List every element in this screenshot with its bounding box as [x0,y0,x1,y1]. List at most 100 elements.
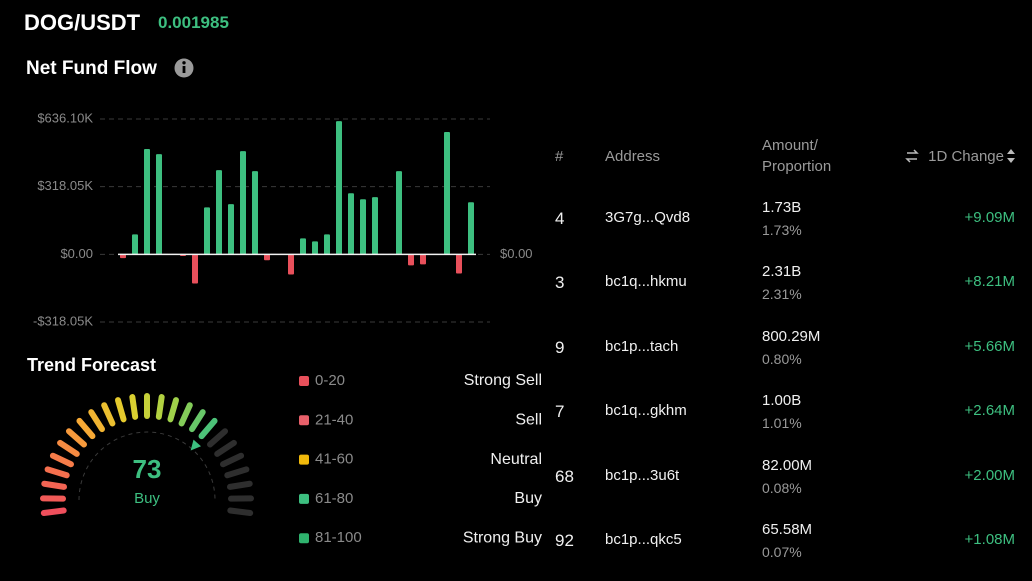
bar [420,254,426,265]
y-tick-label: $636.10K [37,110,93,125]
gauge-segment [178,402,193,427]
gauge-segment [189,409,206,433]
change: +5.66M [964,337,1015,355]
bar [396,171,402,255]
bar [204,207,210,255]
bar [288,254,294,275]
bar [240,151,246,255]
pair-title: DOG/USDT [24,10,141,35]
gauge-segment [207,428,229,448]
gauge-segment [114,397,127,423]
bar [132,234,138,255]
info-icon-stem [182,66,186,73]
gauge-segment [41,480,68,490]
gauge-segment [40,507,67,517]
change: +1.08M [964,531,1015,548]
legend-range: 21-40 [315,411,353,428]
column-header: Address [605,148,661,165]
gauge-segment [167,397,180,423]
column-header[interactable]: 1D Change [928,148,1004,165]
bar [300,238,306,255]
proportion: 1.01% [762,415,802,432]
amount: 65.58M [762,521,813,538]
gauge-segment [155,394,165,420]
legend-range: 41-60 [315,451,353,468]
legend-label: Buy [514,490,542,507]
gauge-segment [224,466,250,479]
order-icon [1007,149,1015,163]
section-title: Trend Forecast [27,355,157,375]
amount: 800.29M [762,327,821,345]
legend-range: 0-20 [315,372,345,389]
legend-range: 61-80 [315,490,353,507]
y-tick-label: $0.00 [60,246,93,261]
gauge-segment [220,452,245,468]
legend-label: Neutral [490,451,542,468]
bar [360,199,366,255]
proportion: 0.08% [762,479,802,496]
rank: 7 [555,402,565,422]
gauge-segment [198,417,218,440]
address: bc1q...hkmu [605,273,687,291]
swap-icon [905,149,919,163]
amount: 2.31B [762,263,802,281]
column-header: # [555,148,564,165]
bar [216,170,222,255]
gauge-segment [129,394,139,420]
y2-tick-label: $0.00 [500,246,533,261]
bar [468,202,474,255]
section-title: Net Fund Flow [26,58,157,79]
address: bc1q...gkhm [605,402,687,420]
change: +9.09M [964,209,1015,226]
gauge-inner-arc [78,431,216,501]
legend-swatch [299,376,309,386]
gauge-segment [44,466,70,479]
gauge-segment [214,439,237,457]
gauge-label: Buy [134,490,160,507]
address: 3G7g...Qvd8 [605,209,691,226]
gauge-segment [88,409,105,433]
bar [144,149,150,255]
legend-swatch [299,415,309,426]
bar [372,197,378,255]
bar [348,193,354,255]
info-icon-dot [182,61,186,65]
bar [156,154,162,255]
bar [120,254,126,259]
rank: 4 [555,209,565,228]
address: bc1p...qkc5 [605,531,682,548]
gauge-segment [226,480,253,490]
sort-icon[interactable] [905,149,1015,163]
gauge-segment [49,452,74,468]
legend-swatch [299,493,309,504]
legend-range: 81-100 [315,529,362,546]
amount: 82.00M [762,456,813,474]
bar [324,234,330,255]
legend-swatch [299,454,309,465]
gauge-segment [227,507,254,517]
proportion: 0.80% [762,350,802,367]
column-header: Proportion [762,158,832,175]
bar [312,241,318,255]
bar [252,171,258,255]
proportion: 0.07% [762,544,802,560]
gauge-segment [57,439,80,457]
gauge-segment [65,428,87,448]
address: bc1p...3u6t [605,466,680,484]
bar [408,254,414,266]
rank: 9 [555,337,565,357]
bar [336,121,342,255]
rank: 92 [555,531,574,550]
change: +2.00M [964,466,1015,484]
bar [228,204,234,255]
legend-label: Sell [515,412,542,429]
legend-swatch [299,533,309,544]
amount: 1.00B [762,392,802,410]
address: bc1p...tach [605,337,679,355]
bar [456,254,462,274]
gauge-segment [76,417,96,440]
y-tick-label: -$318.05K [33,313,93,328]
proportion: 1.73% [762,222,802,238]
